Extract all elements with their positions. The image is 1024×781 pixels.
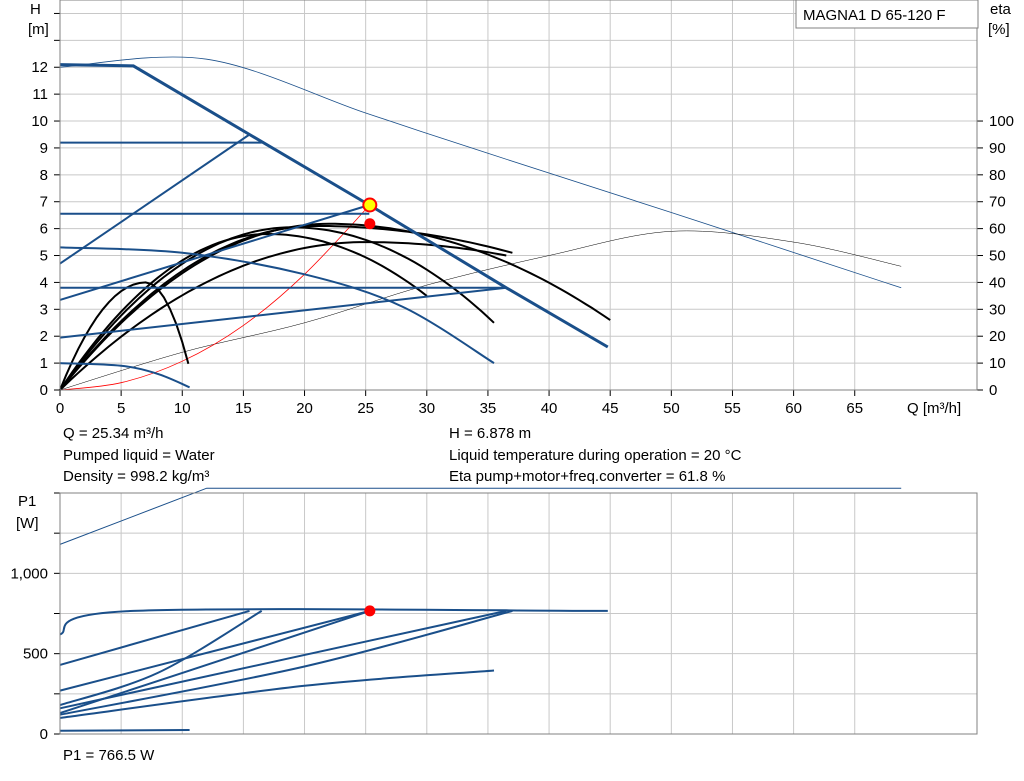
pump-model-label: MAGNA1 D 65-120 F xyxy=(803,7,946,24)
x-tick-label: 50 xyxy=(663,400,680,417)
eta-tick-label: 60 xyxy=(989,221,1006,238)
y-tick-label: 12 xyxy=(31,59,48,76)
max-curve-thin xyxy=(59,56,902,289)
y-tick-label: 5 xyxy=(40,248,48,265)
reference-curve-thin xyxy=(59,230,902,391)
power-curve xyxy=(59,669,495,719)
eta-tick-label: 40 xyxy=(989,274,1006,291)
power-curve xyxy=(59,729,190,732)
y-tick-label: 8 xyxy=(40,167,48,184)
info-left: Q = 25.34 m³/h Pumped liquid = Water Den… xyxy=(63,423,215,488)
power-curve xyxy=(59,487,902,545)
y-tick-label: 10 xyxy=(31,113,48,130)
x-tick-label: 25 xyxy=(357,400,374,417)
head-curve-prop xyxy=(59,362,190,389)
power-chart-grid xyxy=(59,492,977,735)
power-chart-frame xyxy=(59,492,978,735)
y-tick-label: 3 xyxy=(40,301,48,318)
axis-ticks: 0 5 10 15 20 25 30 35 40 45 50 55 60 6501234567891011… xyxy=(10,12,1014,743)
head-chart-curves xyxy=(59,56,902,391)
eta-tick-label: 20 xyxy=(989,328,1006,345)
y-tick-label: 6 xyxy=(40,221,48,238)
eta-tick-label: 70 xyxy=(989,194,1006,211)
info-power: P1 = 766.5 W xyxy=(63,745,154,767)
eta-curve xyxy=(59,232,428,391)
y-tick-label: 7 xyxy=(40,194,48,211)
eta-tick-label: 50 xyxy=(989,248,1006,265)
y-tick-label: 0 xyxy=(40,382,48,399)
y-tick-label: 4 xyxy=(40,274,48,291)
info-right: H = 6.878 m Liquid temperature during op… xyxy=(449,423,741,488)
y-tick-label: 1 xyxy=(40,355,48,372)
power-curve xyxy=(59,610,263,707)
x-tick-label: 0 xyxy=(56,400,64,417)
y-tick-label: 2 xyxy=(40,328,48,345)
flow-readout: Q = 25.34 m³/h xyxy=(63,425,164,442)
eta-tick-label: 80 xyxy=(989,167,1006,184)
model-box xyxy=(795,0,979,29)
power-curve xyxy=(59,609,513,716)
power-curve xyxy=(59,609,371,692)
temperature-readout: Liquid temperature during operation = 20… xyxy=(449,446,742,464)
power-chart-curves xyxy=(59,487,902,732)
eta-curve xyxy=(59,241,507,391)
liquid-readout: Pumped liquid = Water xyxy=(63,446,215,464)
eta-curve xyxy=(59,281,190,391)
y-axis-label-head: H xyxy=(30,1,41,18)
power-curve xyxy=(59,608,608,636)
power-tick-label: 1,000 xyxy=(10,565,48,582)
x-tick-label: 60 xyxy=(785,400,802,417)
density-readout: Density = 998.2 kg/m³ xyxy=(63,468,210,485)
x-tick-label: 15 xyxy=(235,400,252,417)
power-curve xyxy=(59,609,371,715)
eta-tick-label: 30 xyxy=(989,301,1006,318)
duty-point-eta xyxy=(364,218,376,230)
head-curve-limit xyxy=(59,133,251,265)
y-axis-unit-head: [m] xyxy=(28,21,49,38)
head-chart-grid xyxy=(59,0,977,391)
duty-point-power xyxy=(364,605,376,617)
y-tick-label: 9 xyxy=(40,140,48,157)
x-tick-label: 55 xyxy=(724,400,741,417)
x-tick-label: 40 xyxy=(541,400,558,417)
head-chart-frame xyxy=(59,0,978,391)
head-curve-limit xyxy=(59,204,370,301)
x-tick-label: 35 xyxy=(480,400,497,417)
eta-tick-label: 10 xyxy=(989,355,1006,372)
system-curve xyxy=(59,204,371,391)
head-readout: H = 6.878 m xyxy=(449,425,532,442)
eta-readout: Eta pump+motor+freq.converter = 61.8 % xyxy=(449,468,726,485)
x-tick-label: 45 xyxy=(602,400,619,417)
duty-point-head xyxy=(362,197,378,213)
eta-tick-label: 0 xyxy=(989,382,997,399)
head-curve-max xyxy=(59,63,609,349)
x-tick-label: 20 xyxy=(296,400,313,417)
y-axis-label-power: P1 xyxy=(18,493,36,510)
power-readout: P1 = 766.5 W xyxy=(63,747,155,764)
eta-curve xyxy=(59,226,495,391)
y-axis-unit-eta: [%] xyxy=(988,21,1010,38)
x-tick-label: 5 xyxy=(117,400,125,417)
x-tick-label: 65 xyxy=(846,400,863,417)
y-axis-label-eta: eta xyxy=(990,1,1012,18)
head-curve-prop xyxy=(59,246,495,364)
x-tick-label: 30 xyxy=(418,400,435,417)
eta-tick-label: 90 xyxy=(989,140,1006,157)
eta-curve xyxy=(59,222,611,391)
x-axis-label: Q [m³/h] xyxy=(907,400,961,417)
power-curve xyxy=(59,609,250,666)
x-tick-label: 10 xyxy=(174,400,191,417)
y-axis-unit-power: [W] xyxy=(16,515,39,532)
head-curve-limit xyxy=(59,286,507,339)
y-tick-label: 11 xyxy=(32,86,48,103)
eta-tick-label: 100 xyxy=(989,113,1014,130)
power-curve xyxy=(59,609,507,710)
power-tick-label: 0 xyxy=(40,726,48,743)
power-tick-label: 500 xyxy=(23,646,48,663)
